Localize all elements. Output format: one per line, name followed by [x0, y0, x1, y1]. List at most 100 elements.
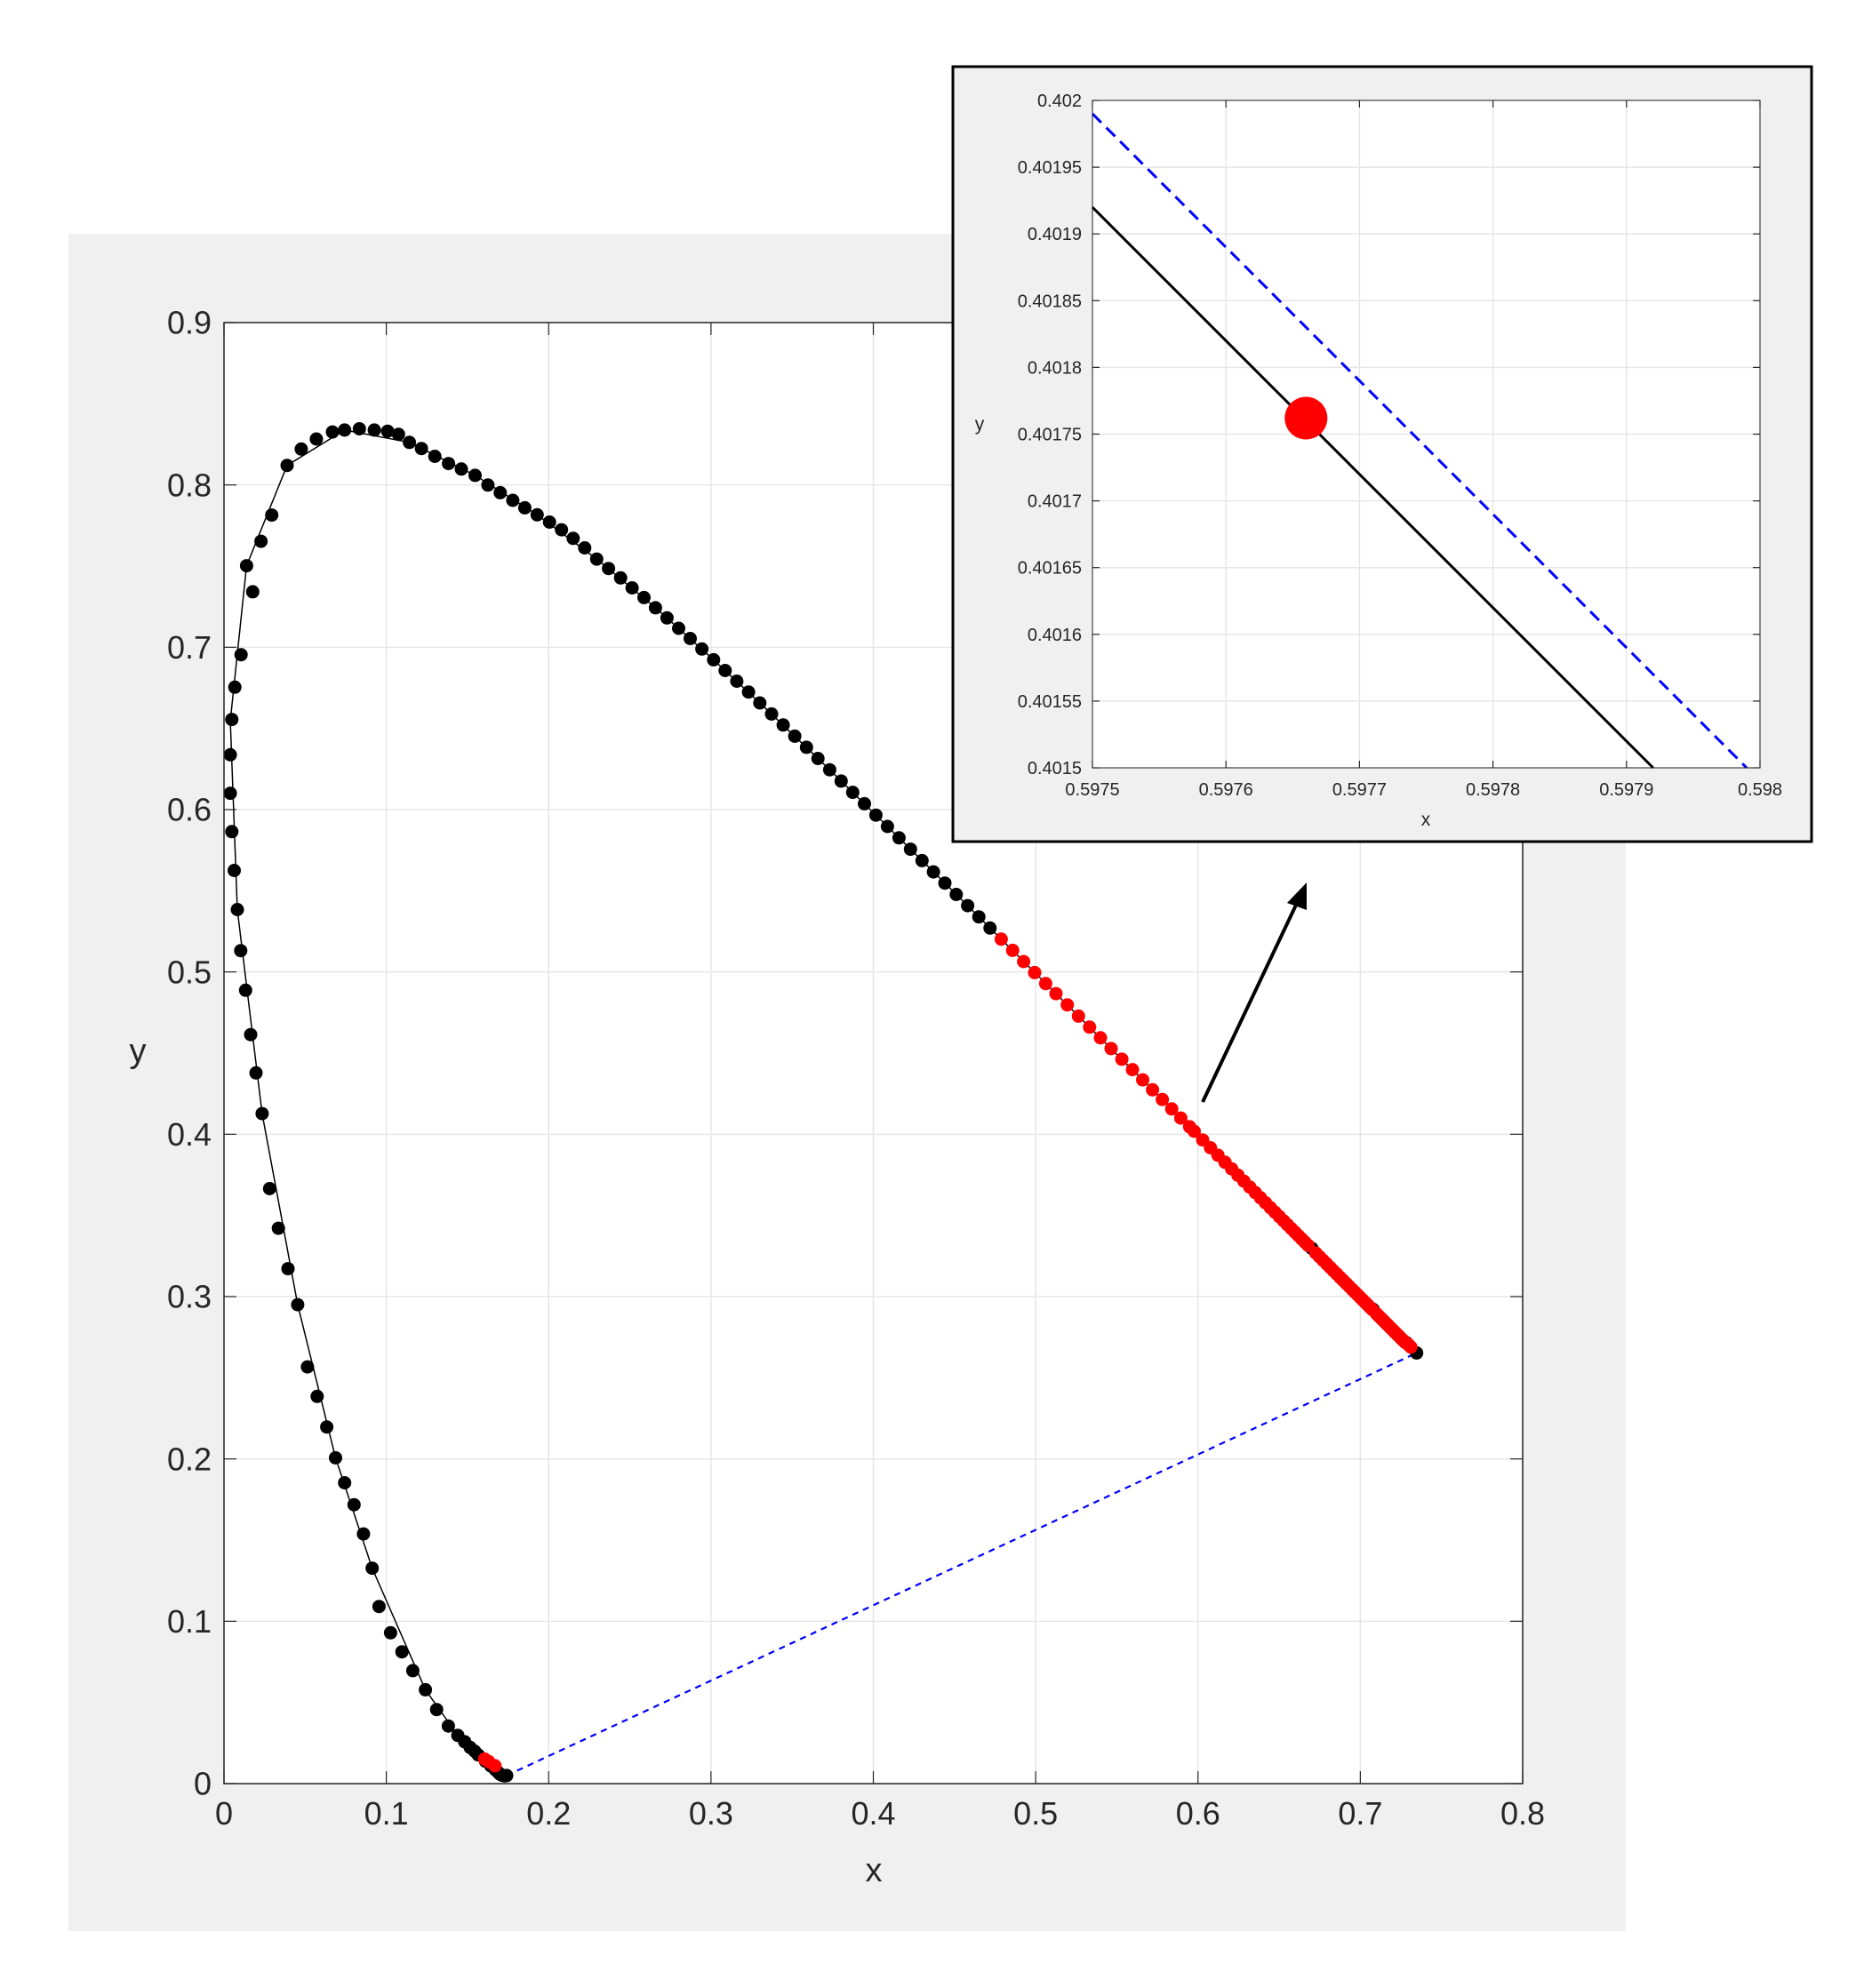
red-data-point — [1104, 1042, 1118, 1056]
y-tick-label: 0.40185 — [1018, 291, 1082, 311]
black-data-point — [589, 552, 604, 566]
black-data-point — [245, 585, 260, 599]
black-data-point — [238, 983, 252, 997]
red-data-point — [1136, 1073, 1149, 1087]
black-data-point — [938, 876, 952, 890]
black-data-point — [648, 601, 662, 615]
curve-line — [1091, 206, 1654, 770]
black-data-point — [291, 1297, 305, 1312]
x-tick-label: 0.5 — [1013, 1795, 1058, 1832]
y-tick-label: 0.1 — [167, 1603, 212, 1640]
y-tick-label: 0.40175 — [1018, 426, 1082, 445]
black-data-point — [672, 621, 685, 635]
black-data-point — [961, 898, 975, 913]
black-data-point — [517, 500, 532, 515]
black-data-point — [776, 718, 790, 732]
black-data-point — [367, 423, 381, 437]
black-data-point — [695, 642, 709, 656]
y-tick-label: 0.4019 — [1028, 225, 1082, 244]
black-data-point — [542, 515, 556, 529]
black-data-point — [239, 559, 253, 573]
black-data-point — [555, 523, 569, 537]
red-data-point — [1071, 1009, 1085, 1023]
inset-series — [1091, 112, 1748, 770]
black-data-point — [309, 432, 324, 446]
main-series — [223, 422, 1424, 1783]
y-tick-label: 0.40195 — [1018, 158, 1082, 178]
black-data-point — [403, 435, 417, 450]
red-data-point — [1038, 977, 1052, 991]
red-data-point — [1146, 1082, 1160, 1097]
x-tick-label: 0.6 — [1176, 1795, 1220, 1832]
black-data-point — [741, 685, 756, 699]
x-tick-label: 0.7 — [1338, 1795, 1382, 1832]
black-data-point — [442, 457, 456, 471]
dashed-line — [1091, 112, 1748, 770]
y-tick-label: 0.402 — [1037, 92, 1082, 111]
red-data-point — [1164, 1102, 1179, 1116]
black-data-point — [493, 485, 508, 499]
zoom-arrow — [1201, 882, 1307, 1103]
black-data-point — [300, 1360, 315, 1374]
black-data-point — [892, 831, 906, 845]
red-data-point — [1115, 1052, 1129, 1066]
black-data-point — [225, 825, 239, 839]
black-data-point — [625, 581, 639, 595]
y-tick-label: 0.9 — [167, 305, 212, 341]
black-data-point — [834, 774, 848, 788]
x-tick-label: 0.5977 — [1332, 780, 1387, 800]
black-data-point — [320, 1420, 334, 1434]
black-data-point — [926, 865, 940, 879]
x-tick-label: 0.8 — [1500, 1795, 1545, 1832]
black-data-point — [428, 450, 442, 463]
black-data-point — [451, 1729, 465, 1743]
black-data-point — [244, 1027, 258, 1042]
black-data-point — [225, 713, 239, 727]
black-data-point — [858, 796, 871, 810]
black-data-point — [903, 842, 917, 857]
red-data-point — [1284, 396, 1328, 440]
black-data-point — [915, 853, 929, 867]
y-tick-label: 0.2 — [167, 1441, 212, 1477]
red-data-point — [1017, 954, 1031, 969]
black-data-point — [441, 1719, 455, 1733]
black-data-point — [228, 864, 241, 877]
black-data-point — [811, 752, 825, 765]
black-data-point — [347, 1497, 361, 1512]
black-data-point — [822, 762, 836, 777]
red-data-point — [1005, 943, 1020, 957]
black-data-point — [730, 675, 744, 688]
black-data-point — [602, 562, 616, 576]
black-data-point — [868, 808, 883, 822]
black-data-point — [338, 1476, 352, 1489]
black-data-point — [372, 1600, 386, 1614]
x-tick-label: 0.4 — [851, 1795, 895, 1832]
x-tick-label: 0.5979 — [1599, 780, 1653, 800]
red-data-point — [1156, 1092, 1170, 1106]
black-data-point — [352, 422, 366, 435]
black-data-point — [356, 1527, 371, 1541]
x-tick-label: 0.2 — [526, 1795, 571, 1832]
black-data-point — [380, 424, 395, 438]
black-data-point — [613, 571, 628, 585]
black-data-point — [223, 747, 237, 762]
red-data-point — [1188, 1124, 1201, 1138]
black-data-point — [845, 786, 860, 800]
x-tick-label: 0.1 — [364, 1795, 409, 1832]
red-data-point — [1049, 986, 1063, 1001]
black-data-point — [230, 903, 244, 916]
y-tick-label: 0.4015 — [1028, 759, 1082, 778]
black-data-point — [637, 590, 651, 604]
red-data-point — [1125, 1063, 1140, 1077]
black-data-point — [271, 1221, 285, 1235]
x-tick-label: 0.3 — [689, 1795, 733, 1832]
y-tick-label: 0.4016 — [1028, 626, 1082, 645]
black-data-point — [294, 442, 308, 456]
black-data-point — [405, 1664, 420, 1678]
x-tick-label: 0.5978 — [1466, 780, 1520, 800]
black-data-point — [788, 729, 802, 743]
black-data-point — [234, 648, 248, 662]
black-data-point — [718, 664, 732, 677]
red-data-point — [1093, 1031, 1108, 1045]
y-tick-label: 0.5 — [167, 954, 212, 990]
